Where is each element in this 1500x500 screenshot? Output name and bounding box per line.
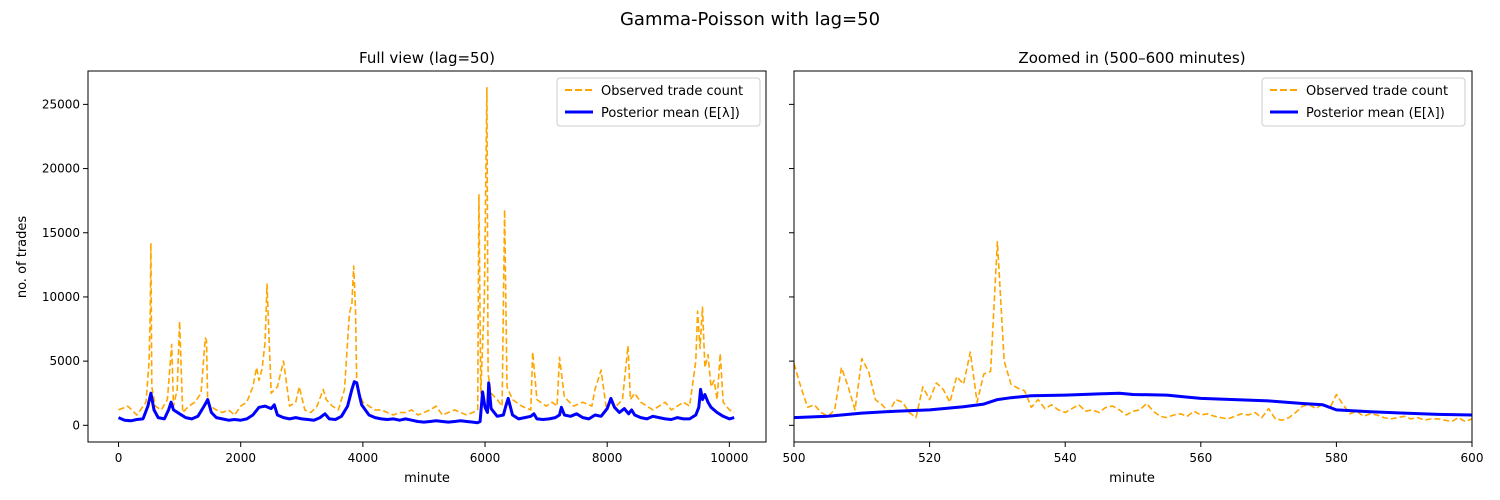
panel-zoomed-view: 500 520 540 560 580 600 Zoomed in (500–600 mi… <box>783 49 1484 486</box>
plot-area: 500 520 540 560 580 600 <box>783 70 1484 465</box>
series-posterior-line <box>794 391 1472 420</box>
x-tick-label: 10000 <box>710 451 748 465</box>
x-axis-label: minute <box>404 471 450 486</box>
y-axis-label: no. of trades <box>15 216 30 299</box>
panel-full-view: 0 2000 4000 6000 8000 10000 0 5000 10000 15000 200… <box>15 49 767 486</box>
legend-box <box>556 77 761 127</box>
x-tick-label: 520 <box>918 451 941 465</box>
x-tick-label: 540 <box>1054 451 1077 465</box>
y-tick-label: 20000 <box>42 162 80 176</box>
legend-label-observed: Observed trade count <box>601 84 743 99</box>
figure-suptitle: Gamma-Poisson with lag=50 <box>620 9 880 30</box>
legend-label-posterior: Posterior mean (E[λ]) <box>601 106 740 121</box>
x-tick-label: 600 <box>1461 451 1484 465</box>
legend: Observed trade count Posterior mean (E[λ… <box>556 77 761 127</box>
series-group <box>794 240 1472 423</box>
axes-frame <box>793 70 1473 443</box>
series-posterior-line <box>117 380 735 425</box>
y-tick-label: 0 <box>72 418 80 432</box>
x-tick-label: 8000 <box>592 451 623 465</box>
x-axis-label: minute <box>1109 471 1155 486</box>
y-tick-label: 15000 <box>42 226 80 240</box>
axes-frame <box>87 70 767 443</box>
series-observed-line <box>794 240 1472 423</box>
x-tick-label: 500 <box>783 451 806 465</box>
x-tick-label: 6000 <box>470 451 501 465</box>
x-tick-label: 4000 <box>348 451 379 465</box>
y-tick-label: 5000 <box>49 354 80 368</box>
x-tick-label: 580 <box>1325 451 1348 465</box>
x-tick-label: 0 <box>115 451 123 465</box>
series-group <box>117 86 735 425</box>
legend-label-observed: Observed trade count <box>1306 84 1448 99</box>
legend: Observed trade count Posterior mean (E[λ… <box>1261 77 1466 127</box>
legend-label-posterior: Posterior mean (E[λ]) <box>1306 106 1445 121</box>
panel-title: Zoomed in (500–600 minutes) <box>1018 49 1245 67</box>
panel-title: Full view (lag=50) <box>359 49 495 67</box>
y-tick-label: 25000 <box>42 97 80 111</box>
legend-box <box>1261 77 1466 127</box>
y-tick-label: 10000 <box>42 290 80 304</box>
x-tick-label: 2000 <box>225 451 256 465</box>
x-tick-label: 560 <box>1189 451 1212 465</box>
series-observed-line <box>118 86 735 416</box>
plot-area: 0 2000 4000 6000 8000 10000 0 5000 10000 15000 200… <box>42 70 767 465</box>
